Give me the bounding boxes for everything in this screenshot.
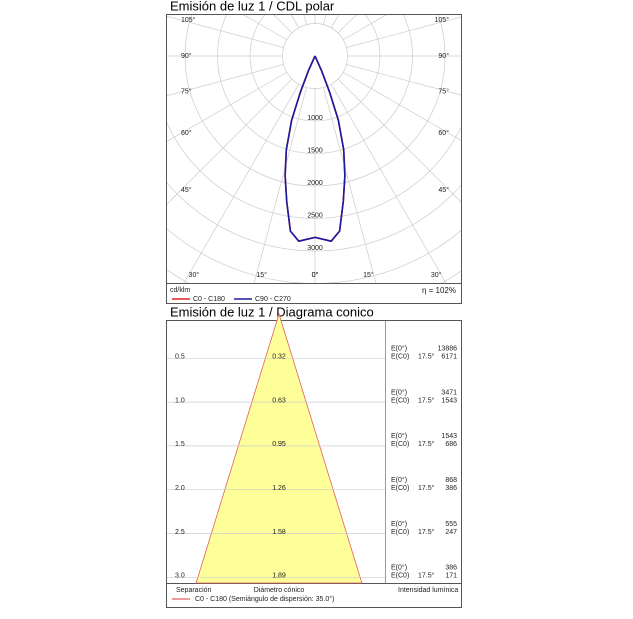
angle-label: 0° [312,271,319,279]
ec0-name: E(C0) [391,573,409,580]
angle-label: 105° [181,16,196,24]
r-tick-label: 2000 [307,180,323,187]
diameter-label: 1.58 [272,529,286,536]
height-label: 1.5 [175,441,185,448]
footer-right: Intensidad lumínica [398,587,458,594]
e0-name: E(0°) [391,564,407,572]
spoke [330,83,447,283]
half-angle: 17.5° [418,353,435,361]
e0-name: E(0°) [391,432,407,440]
ec0-value: 386 [445,485,457,492]
e0-name: E(0°) [391,388,407,396]
r-tick-label: 1000 [307,115,323,122]
polar-title: Emisión de luz 1 / CDL polar [170,0,335,13]
angle-label: 75° [438,88,449,96]
spoke [167,64,284,97]
ec0-name: E(C0) [391,397,409,404]
legend-label: C90 - C270 [255,296,291,303]
spoke [167,71,288,142]
r-tick-label: 2500 [307,212,323,219]
ring [0,0,633,381]
e0-value: 386 [445,565,457,572]
ec0-value: 686 [445,441,457,448]
angle-label: 75° [181,88,192,96]
diameter-label: 0.63 [272,397,286,404]
angle-label: 60° [438,129,449,137]
angle-label: 105° [435,16,450,24]
half-angle: 17.5° [418,396,435,404]
diameter-label: 0.95 [272,441,286,448]
e0-value: 555 [445,521,457,528]
polar-curve [284,55,316,243]
spoke [253,87,307,283]
diameter-label: 1.89 [272,573,286,580]
ec0-value: 247 [445,529,457,536]
angle-label: 30° [431,271,442,279]
height-label: 0.5 [175,354,185,361]
e0-value: 1543 [441,433,457,440]
height-label: 2.0 [175,485,185,492]
angle-label: 60° [181,129,192,137]
r-tick-label: 3000 [307,245,323,252]
r-tick-label: 1500 [307,147,323,154]
ec0-name: E(C0) [391,441,409,448]
angle-label: 90° [438,52,449,60]
spoke [323,87,377,283]
half-angle: 17.5° [418,440,435,448]
e0-value: 3471 [441,389,457,396]
spoke [337,15,357,34]
angle-label: 0° [312,271,319,279]
polar-frame [166,14,462,304]
footer-mid: Diámetro cónico [254,587,305,594]
e0-name: E(0°) [391,520,407,528]
e0-name: E(0°) [391,345,407,353]
spoke [342,15,387,41]
ec0-value: 6171 [441,354,457,361]
angle-label: 90° [181,52,192,60]
cone-frame [166,320,462,608]
spoke [337,78,461,203]
half-angle: 17.5° [418,528,435,536]
unit-label: cd/klm [170,287,190,294]
ec0-name: E(C0) [391,485,409,492]
height-label: 2.5 [175,529,185,536]
ec0-name: E(C0) [391,354,409,361]
half-angle: 17.5° [418,572,435,580]
footer-left: Separación [176,587,212,594]
angle-label: 45° [438,186,449,194]
e0-name: E(0°) [391,476,407,484]
legend-label: C0 - C180 [193,296,225,303]
diameter-label: 1.26 [272,485,286,492]
cone-legend: C0 - C180 (Semiángulo de dispersión: 35.… [195,595,334,603]
spoke [167,15,284,48]
half-angle: 17.5° [418,484,435,492]
angle-label: 30° [189,271,200,279]
spoke [167,78,293,205]
spoke [183,83,300,283]
e0-value: 868 [445,477,457,484]
cone [195,312,363,584]
efficiency: η = 102% [422,286,456,295]
angle-label: 45° [181,186,192,194]
spoke [330,15,340,29]
height-label: 3.0 [175,573,185,580]
spoke [346,16,461,48]
ec0-value: 171 [445,573,457,580]
spoke [346,64,461,96]
angle-label: 15° [256,271,267,279]
cone-title: Emisión de luz 1 / Diagrama conico [170,304,374,319]
e0-value: 13886 [438,346,458,353]
angle-label: 15° [363,271,374,279]
spoke [323,15,327,25]
spoke [342,71,461,141]
ec0-name: E(C0) [391,529,409,536]
ec0-value: 1543 [441,397,457,404]
diameter-label: 0.32 [272,354,286,361]
height-label: 1.0 [175,397,185,404]
polar-curve [314,55,346,243]
